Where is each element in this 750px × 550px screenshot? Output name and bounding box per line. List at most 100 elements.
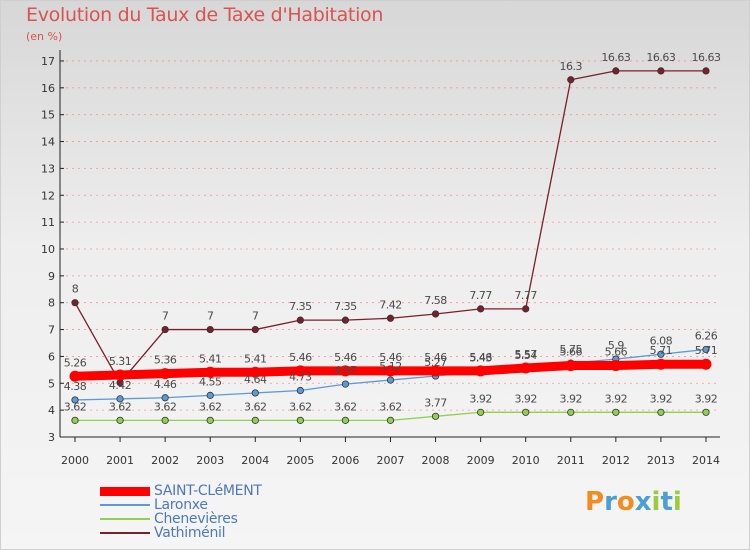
data-point-laronxe — [161, 394, 169, 402]
y-tick-label: 15 — [41, 109, 55, 122]
data-point-saint-cl-ment — [520, 362, 532, 374]
data-point-saint-cl-ment — [565, 360, 577, 372]
x-tick-label: 2012 — [602, 454, 630, 467]
data-label-laronxe: 5.9 — [608, 339, 624, 352]
data-label-laronxe: 6.26 — [695, 329, 718, 342]
data-label-saint-cl-ment: 5.41 — [199, 352, 222, 365]
data-label-saint-cl-ment: 5.31 — [109, 355, 132, 368]
legend-label: Laronxe — [154, 497, 208, 513]
x-tick-label: 2005 — [286, 454, 314, 467]
data-label-laronxe: 5.43 — [469, 352, 492, 365]
data-label-chenevi-res: 3.92 — [560, 392, 583, 405]
logo-letter: i — [651, 487, 661, 517]
x-tick-label: 2000 — [61, 454, 89, 467]
x-tick-label: 2011 — [557, 454, 585, 467]
data-label-laronxe: 6.08 — [650, 334, 673, 347]
data-point-saint-cl-ment — [655, 358, 667, 370]
data-point-laronxe — [116, 395, 124, 403]
data-label-saint-cl-ment: 5.46 — [334, 351, 357, 364]
data-label-chenevi-res: 3.62 — [289, 400, 312, 413]
data-label-laronxe: 4.46 — [154, 378, 177, 391]
data-label-saint-cl-ment: 5.46 — [469, 351, 492, 364]
legend-item-laronxe: Laronxe — [100, 498, 262, 512]
data-point-laronxe — [251, 389, 259, 397]
x-tick-label: 2009 — [467, 454, 495, 467]
data-label-saint-cl-ment: 5.66 — [605, 346, 628, 359]
data-point-laronxe — [341, 380, 350, 388]
data-label-chenevi-res: 3.62 — [199, 400, 222, 413]
legend-swatch — [100, 486, 150, 496]
legend-swatch — [100, 532, 150, 534]
data-point-vathim-nil — [161, 325, 169, 334]
x-tick-label: 2010 — [512, 454, 540, 467]
data-label-laronxe: 4.38 — [64, 380, 87, 393]
data-point-vathim-nil — [567, 76, 575, 84]
x-tick-label: 2007 — [376, 454, 404, 467]
data-label-chenevi-res: 3.62 — [334, 400, 357, 413]
data-label-saint-cl-ment: 5.66 — [560, 346, 583, 359]
data-point-chenevi-res — [71, 416, 79, 424]
data-label-vathim-nil: 7.35 — [289, 300, 312, 313]
y-tick-label: 12 — [41, 189, 55, 202]
data-label-chenevi-res: 3.62 — [64, 400, 87, 413]
data-point-laronxe — [702, 345, 710, 354]
data-point-laronxe — [657, 350, 665, 358]
data-point-vathim-nil — [522, 305, 530, 313]
x-tick-label: 2004 — [241, 454, 269, 467]
data-point-saint-cl-ment — [610, 360, 622, 372]
data-point-saint-cl-ment — [69, 370, 81, 382]
data-label-chenevi-res: 3.92 — [605, 392, 628, 405]
data-point-saint-cl-ment — [159, 368, 171, 380]
data-label-saint-cl-ment: 5.57 — [514, 348, 537, 361]
x-tick-label: 2003 — [196, 454, 224, 467]
data-label-chenevi-res: 3.62 — [154, 400, 177, 413]
data-point-laronxe — [386, 376, 395, 384]
y-tick-label: 14 — [41, 136, 55, 149]
legend-label: Chenevières — [154, 511, 238, 527]
data-label-chenevi-res: 3.92 — [650, 392, 673, 405]
x-tick-label: 2006 — [331, 454, 359, 467]
data-label-chenevi-res: 3.62 — [244, 400, 267, 413]
data-label-laronxe: 4.55 — [199, 375, 222, 388]
data-point-chenevi-res — [567, 408, 575, 416]
data-point-vathim-nil — [71, 299, 79, 307]
data-label-saint-cl-ment: 5.36 — [154, 354, 177, 367]
data-point-vathim-nil — [431, 310, 440, 318]
data-point-saint-cl-ment — [700, 358, 712, 370]
data-label-vathim-nil: 16.63 — [601, 51, 630, 64]
y-tick-label: 10 — [41, 243, 55, 256]
data-label-chenevi-res: 3.62 — [379, 400, 402, 413]
data-point-vathim-nil — [612, 67, 620, 75]
data-label-vathim-nil: 8 — [72, 283, 79, 296]
y-tick-label: 13 — [41, 162, 55, 175]
logo-letter: o — [616, 487, 635, 517]
legend-item-saint-cl-ment: SAINT-CLéMENT — [100, 484, 262, 498]
data-point-laronxe — [71, 396, 79, 404]
y-tick-label: 17 — [41, 55, 55, 68]
data-point-chenevi-res — [522, 408, 530, 416]
data-label-laronxe: 5.54 — [514, 349, 537, 362]
data-point-vathim-nil — [206, 325, 214, 334]
legend-item-chenevi-res: Chenevières — [100, 512, 262, 526]
data-point-chenevi-res — [116, 416, 124, 424]
y-tick-label: 8 — [48, 297, 55, 310]
logo-letter: P — [585, 487, 605, 517]
series-line-vathim-nil — [74, 70, 707, 384]
data-label-laronxe: 4.64 — [244, 373, 267, 386]
data-label-vathim-nil: 16.63 — [691, 51, 720, 64]
data-label-laronxe: 4.42 — [109, 379, 132, 392]
data-label-laronxe: 5.27 — [424, 356, 447, 369]
data-point-saint-cl-ment — [204, 366, 216, 378]
y-tick-label: 5 — [48, 377, 55, 390]
data-point-vathim-nil — [386, 314, 395, 322]
legend-swatch — [100, 504, 150, 506]
data-point-chenevi-res — [702, 408, 710, 416]
data-point-saint-cl-ment — [475, 365, 487, 377]
data-label-vathim-nil: 7.42 — [379, 298, 402, 311]
y-tick-label: 6 — [48, 350, 55, 363]
data-point-saint-cl-ment — [114, 369, 126, 381]
data-label-vathim-nil: 7 — [252, 310, 259, 323]
legend-label: SAINT-CLéMENT — [154, 483, 262, 499]
logo-letter: i — [672, 487, 682, 517]
data-label-vathim-nil: 16.3 — [560, 60, 583, 73]
